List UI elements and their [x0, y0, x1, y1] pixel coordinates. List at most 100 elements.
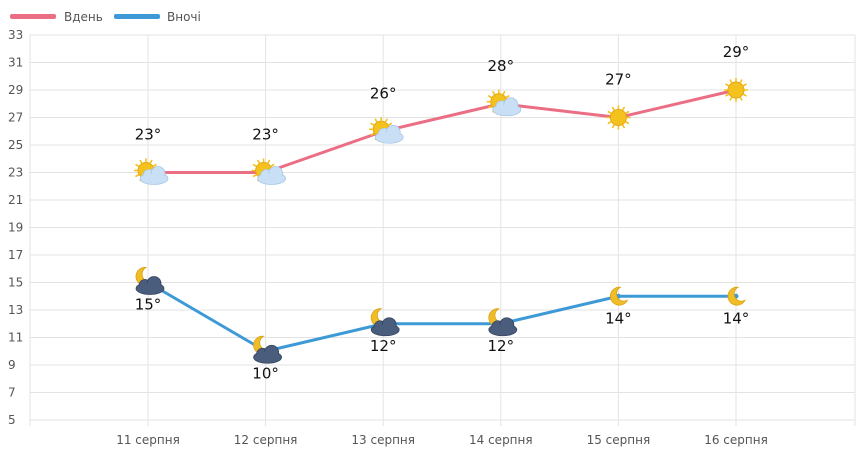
y-tick-label: 11 [8, 331, 23, 345]
moon-cloud-icon [253, 335, 283, 364]
legend-night-swatch [114, 14, 160, 19]
cloud-shape [488, 317, 518, 337]
y-tick-label: 23 [8, 166, 23, 180]
x-tick-label: 16 серпня [704, 433, 768, 447]
grid [29, 34, 856, 426]
sun-rays [606, 105, 631, 130]
sun-ray [488, 105, 492, 109]
sun-ray [384, 118, 388, 123]
cloud-fill [258, 173, 285, 184]
night-temp-label: 15° [135, 296, 162, 314]
sun-ray [135, 174, 140, 178]
sun-rays [723, 77, 749, 103]
cloud-shape [374, 124, 404, 144]
sun-ray [611, 124, 615, 129]
sun-ray [725, 83, 730, 87]
moon-cloud-icon [488, 308, 518, 337]
sun-ray [370, 122, 375, 126]
sun-cloud-icon [486, 89, 522, 117]
sun-ray [607, 121, 612, 125]
sun-ray [622, 124, 625, 129]
legend[interactable]: Вдень Вночі [10, 10, 201, 24]
cloud-fill [489, 324, 516, 335]
day-temp-label: 28° [488, 57, 515, 75]
y-tick-label: 25 [8, 138, 23, 152]
legend-item-day[interactable]: Вдень [10, 10, 103, 24]
sun-ray [267, 159, 271, 164]
sun-ray [149, 159, 153, 164]
cloud-shape [139, 166, 169, 185]
moon-crescent [609, 286, 629, 306]
cloud-shape [253, 344, 283, 364]
legend-night-label: Вночі [167, 10, 201, 24]
sun-ray [502, 90, 506, 95]
moon-crescent [727, 286, 746, 306]
sun-ray [492, 90, 496, 95]
y-tick-label: 13 [8, 303, 23, 317]
night-temp-label: 10° [252, 364, 279, 382]
day-temp-label: 27° [605, 71, 632, 89]
day-temp-label: 29° [723, 43, 750, 61]
y-tick-label: 7 [8, 386, 16, 400]
day-temp-label: 23° [252, 126, 279, 144]
sun-ray [739, 96, 743, 101]
sun-ray [742, 93, 747, 97]
cloud-fill [493, 104, 520, 115]
y-tick-label: 31 [8, 56, 23, 70]
sun-cloud-icon [251, 158, 287, 185]
cloud-shape [135, 276, 165, 295]
sun-ray [257, 159, 260, 164]
y-tick-label: 19 [8, 221, 23, 235]
day-temp-label: 23° [135, 126, 162, 144]
sun-ray [374, 118, 378, 123]
sun-ray [388, 122, 392, 126]
sun-icon [606, 105, 631, 130]
sun-ray [725, 93, 730, 97]
sun-ray [739, 79, 743, 84]
y-tick-label: 21 [8, 193, 23, 207]
y-tick-label: 33 [8, 28, 23, 42]
cloud-fill [141, 173, 167, 184]
y-tick-label: 15 [8, 276, 23, 290]
night-temp-label: 14° [605, 309, 632, 327]
sun-ray [152, 163, 157, 167]
cloud-fill [376, 132, 403, 143]
sun-ray [625, 121, 630, 125]
sun-ray [139, 159, 143, 164]
sun-ray [622, 106, 625, 111]
sun-ray [729, 96, 733, 101]
legend-day-swatch [10, 14, 56, 19]
x-tick-label: 13 серпня [351, 433, 415, 447]
labels-layer: 23° 23° 26° 28° 27° 29° 15° 10° 12° 12° 14° 14° [135, 43, 750, 382]
moon-icon [727, 286, 746, 306]
series-day-line [148, 88, 737, 174]
sun-ray [488, 95, 492, 99]
cloud-fill [372, 324, 399, 335]
sun-ray [135, 163, 140, 167]
cloud-shape [257, 166, 287, 185]
sun-disc [609, 109, 627, 126]
series-layer [145, 87, 739, 354]
cloud-shape [492, 97, 522, 117]
cloud-shape [370, 317, 400, 337]
day-temp-label: 26° [370, 84, 397, 102]
sun-disc [727, 81, 745, 99]
y-tick-label: 17 [8, 248, 23, 262]
sun-cloud-icon [133, 158, 169, 185]
sun-ray [742, 83, 747, 87]
legend-item-night[interactable]: Вночі [114, 10, 201, 24]
sun-icon [723, 77, 749, 103]
night-temp-label: 12° [370, 337, 397, 355]
x-axis: 11 серпня 12 серпня 13 серпня 14 серпня 15 с… [116, 433, 768, 447]
sun-ray [505, 95, 510, 99]
sun-ray [252, 163, 257, 167]
x-tick-label: 12 серпня [234, 433, 298, 447]
y-axis: 5 7 9 11 13 15 17 19 21 23 25 27 29 31 33 [8, 28, 23, 427]
series-night-line [147, 281, 736, 353]
x-tick-label: 11 серпня [116, 433, 180, 447]
sun-ray [729, 79, 733, 84]
y-tick-label: 9 [8, 358, 16, 372]
cloud-fill [254, 352, 281, 363]
